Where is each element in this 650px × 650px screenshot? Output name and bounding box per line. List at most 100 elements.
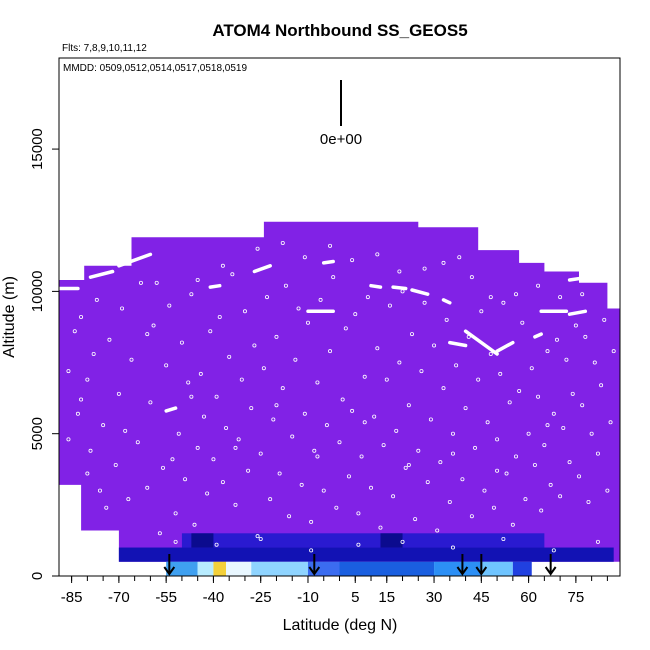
sample-marker — [324, 423, 329, 428]
sample-marker — [425, 480, 430, 485]
sample-marker — [318, 297, 323, 302]
sample-marker — [79, 314, 84, 319]
sample-marker — [589, 431, 594, 436]
sample-marker — [277, 471, 282, 476]
dates-subtitle: MMDD: 0509,0512,0514,0517,0518,0519 — [63, 63, 247, 74]
sample-marker — [495, 468, 500, 473]
flight-tracks — [57, 207, 591, 413]
sample-marker — [599, 383, 604, 388]
sample-marker — [331, 275, 336, 280]
sample-marker — [454, 363, 459, 368]
sample-marker — [271, 417, 276, 422]
sample-marker — [328, 243, 333, 248]
arrow-head — [456, 566, 469, 576]
y-axis-label: Altitude (m) — [1, 276, 18, 358]
concentration-cell — [213, 561, 227, 576]
sample-marker — [189, 394, 194, 399]
sample-marker — [378, 525, 383, 530]
sample-marker — [261, 366, 266, 371]
sample-marker — [476, 377, 481, 382]
sample-marker — [532, 462, 537, 467]
sample-marker — [113, 462, 118, 467]
sample-marker — [536, 394, 541, 399]
sample-marker — [280, 386, 285, 391]
x-tick-label: 75 — [568, 589, 585, 606]
sample-marker — [419, 369, 424, 374]
sample-marker — [469, 514, 474, 519]
sample-marker — [403, 465, 408, 470]
sample-marker — [299, 482, 304, 487]
sample-marker — [173, 511, 178, 516]
sample-marker — [513, 454, 518, 459]
sample-marker — [66, 437, 71, 442]
sample-marker — [558, 295, 563, 300]
sample-marker — [126, 497, 131, 502]
sample-marker — [258, 537, 263, 542]
concentration-cell — [226, 561, 252, 576]
sample-marker — [230, 272, 235, 277]
sample-marker — [548, 482, 553, 487]
sample-marker — [495, 437, 500, 442]
sample-marker — [170, 457, 175, 462]
sample-marker — [372, 414, 377, 419]
flight-track — [321, 259, 335, 265]
sample-marker — [611, 349, 616, 354]
sample-marker — [359, 454, 364, 459]
sample-marker — [164, 363, 169, 368]
sample-marker — [450, 545, 455, 550]
x-tick-label: -40 — [203, 589, 225, 606]
sample-marker — [428, 417, 433, 422]
flight-track — [391, 285, 408, 291]
sample-marker — [302, 255, 307, 260]
x-tick-label: 5 — [351, 589, 359, 606]
sample-marker — [529, 366, 534, 371]
sample-marker — [302, 411, 307, 416]
sample-marker — [340, 397, 345, 402]
sample-marker — [72, 329, 77, 334]
plot-area: 0e+00 MMDD: 0509,0512,0514,0517,0518,051… — [57, 57, 621, 577]
sample-marker — [545, 349, 550, 354]
flight-track — [410, 288, 430, 296]
sample-marker — [438, 460, 443, 465]
sample-marker — [435, 528, 440, 533]
sample-marker — [214, 394, 219, 399]
sample-marker — [179, 340, 184, 345]
y-tick-label: 15000 — [29, 128, 46, 170]
sample-marker — [365, 295, 370, 300]
sample-marker — [224, 425, 229, 430]
sample-marker — [280, 240, 285, 245]
sample-marker — [356, 542, 361, 547]
sample-marker — [595, 451, 600, 456]
sample-marker — [432, 343, 437, 348]
flights-subtitle: Flts: 7,8,9,10,11,12 — [62, 43, 147, 54]
sample-marker — [501, 537, 506, 542]
sample-marker — [469, 275, 474, 280]
sample-marker — [350, 408, 355, 413]
sample-marker — [592, 360, 597, 365]
sample-marker — [501, 300, 506, 305]
concentration-cell — [512, 561, 532, 576]
flight-track — [463, 329, 499, 356]
flight-track — [567, 275, 591, 282]
y-tick-label: 5000 — [29, 417, 46, 450]
x-tick-label: -55 — [155, 589, 177, 606]
flight-track — [441, 298, 452, 305]
sample-marker — [186, 380, 191, 385]
sample-marker — [220, 263, 225, 268]
sample-marker — [605, 488, 610, 493]
sample-marker — [315, 380, 320, 385]
sample-marker — [362, 374, 367, 379]
concentration-cell — [181, 533, 545, 548]
concentration-cell — [191, 533, 214, 548]
sample-marker — [346, 474, 351, 479]
sample-marker — [460, 477, 465, 482]
sample-marker — [375, 346, 380, 351]
x-tick-label: 60 — [520, 589, 537, 606]
sample-marker — [457, 255, 462, 260]
flight-track — [208, 283, 222, 289]
sample-marker — [444, 317, 449, 322]
sample-marker — [567, 460, 572, 465]
concentration-cell — [197, 561, 214, 576]
flight-track — [164, 406, 178, 413]
sample-marker — [523, 497, 528, 502]
